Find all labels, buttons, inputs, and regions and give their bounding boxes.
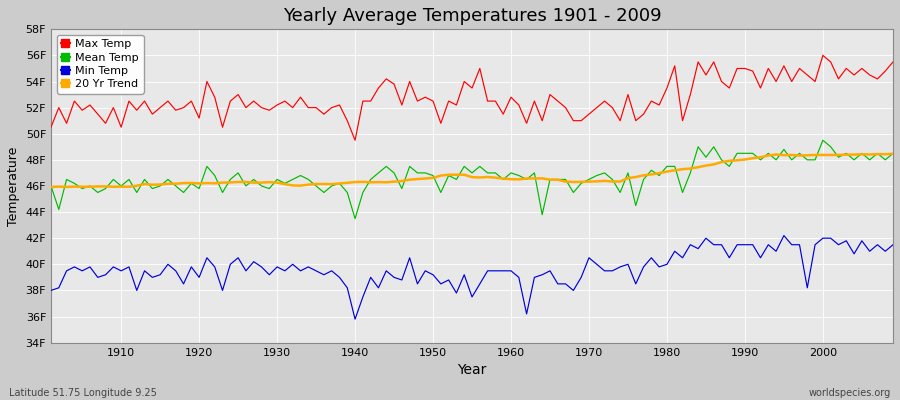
Legend: Max Temp, Mean Temp, Min Temp, 20 Yr Trend: Max Temp, Mean Temp, Min Temp, 20 Yr Tre… xyxy=(57,35,143,94)
Text: worldspecies.org: worldspecies.org xyxy=(809,388,891,398)
Title: Yearly Average Temperatures 1901 - 2009: Yearly Average Temperatures 1901 - 2009 xyxy=(283,7,662,25)
Text: Latitude 51.75 Longitude 9.25: Latitude 51.75 Longitude 9.25 xyxy=(9,388,157,398)
X-axis label: Year: Year xyxy=(457,363,487,377)
Y-axis label: Temperature: Temperature xyxy=(7,146,20,226)
